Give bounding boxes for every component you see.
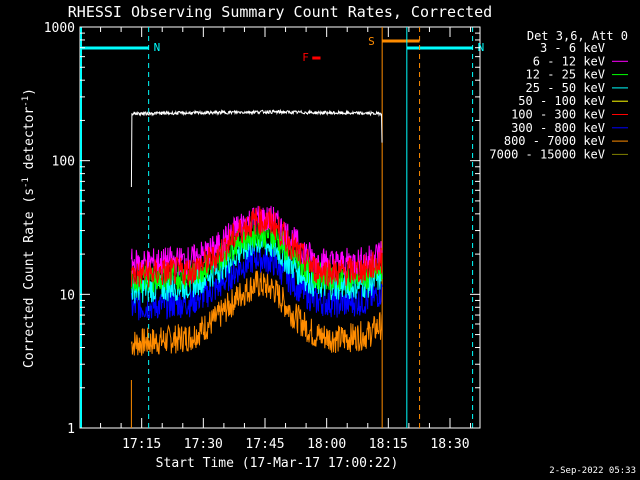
night-marker-letter: N [478, 41, 485, 54]
legend-header: Det 3,6, Att 0 [527, 29, 628, 43]
legend-label: 300 - 800 keV [511, 121, 605, 135]
chart-title: RHESSI Observing Summary Count Rates, Co… [68, 3, 492, 21]
y-axis-label-exp2: -1 [21, 96, 31, 107]
series-line [130, 108, 383, 188]
night-marker-letter: N [154, 41, 161, 54]
y-tick-label: 100 [52, 155, 75, 170]
legend-label: 25 - 50 keV [526, 81, 605, 95]
series-line [130, 206, 383, 288]
footer-date: 2-Sep-2022 05:33 [549, 466, 636, 476]
y-tick-label: 1 [67, 422, 75, 437]
marker-layer: N N S F [80, 27, 484, 428]
legend-label: 12 - 25 keV [526, 68, 605, 82]
y-axis-label-end: ) [22, 88, 37, 96]
legend-label: 7000 - 15000 keV [489, 147, 605, 161]
y-axis-label: Corrected Count Rate (s-1 detector-1) [21, 88, 37, 368]
y-tick-label: 1000 [44, 21, 75, 36]
y-tick-label: 10 [59, 288, 75, 303]
x-tick-label: 18:15 [369, 437, 408, 452]
legend-label: 100 - 300 keV [511, 108, 605, 122]
series-line [130, 270, 383, 356]
x-axis: 17:15 17:30 17:45 18:00 18:15 18:30 [100, 27, 472, 452]
legend-label: 800 - 7000 keV [504, 134, 605, 148]
x-tick-label: 17:15 [122, 437, 161, 452]
y-axis: 1 10 100 1000 [44, 21, 480, 437]
legend-label: 50 - 100 keV [518, 94, 605, 108]
y-axis-label-mid: detector [22, 107, 37, 178]
x-tick-label: 17:30 [184, 437, 223, 452]
y-axis-label-exp1: -1 [21, 177, 31, 188]
legend-label: 6 - 12 keV [533, 54, 605, 68]
x-tick-label: 18:30 [430, 437, 469, 452]
saa-marker-letter: S [368, 35, 375, 48]
x-tick-label: 18:00 [307, 437, 346, 452]
legend-label: 3 - 6 keV [540, 41, 605, 55]
x-axis-label: Start Time (17-Mar-17 17:00:22) [156, 456, 399, 471]
series-line [130, 219, 383, 294]
y-axis-label-main: Corrected Count Rate (s [22, 188, 37, 368]
x-tick-label: 17:45 [245, 437, 284, 452]
series-layer [130, 108, 383, 356]
flare-marker-letter: F [302, 51, 309, 64]
